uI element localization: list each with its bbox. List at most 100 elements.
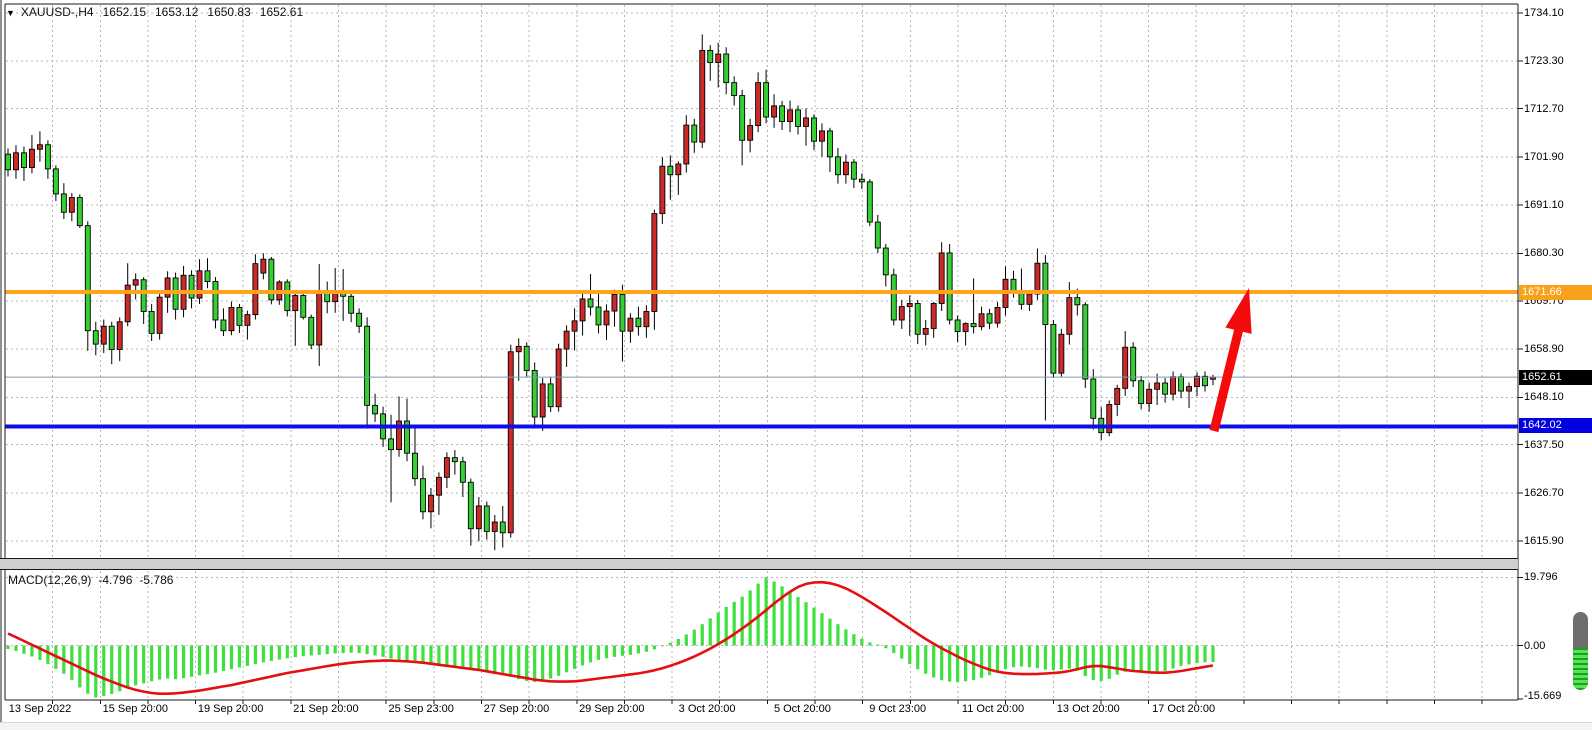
candle-bullish (196, 270, 203, 299)
candle-bullish (507, 351, 514, 534)
macd-bar (277, 645, 281, 660)
candle-bearish (850, 161, 857, 180)
candle-bullish (747, 125, 754, 141)
candle-bullish (803, 117, 809, 127)
candle-bullish (715, 53, 722, 63)
macd-bar (1107, 645, 1111, 679)
candle-bullish (771, 105, 778, 118)
candle-bullish (906, 302, 913, 308)
candle-bullish (1122, 346, 1129, 389)
macd-bar (956, 645, 960, 682)
time-axis-label: 5 Oct 20:00 (773, 703, 831, 715)
macd-bar (126, 645, 130, 689)
candle-bearish (635, 317, 642, 328)
candle-bullish (116, 321, 123, 350)
macd-bar (142, 645, 146, 684)
macd-bar (740, 596, 744, 646)
macd-bar (1155, 645, 1159, 673)
candle-bearish (866, 181, 873, 223)
macd-bar (373, 645, 377, 656)
macd-bar (620, 645, 625, 656)
macd-bar (325, 645, 329, 655)
macd-bar (1163, 645, 1167, 671)
candle-bearish (284, 281, 291, 312)
window-left-edge (0, 0, 2, 730)
candle-bullish (563, 330, 570, 350)
panel-splitter[interactable] (0, 558, 1518, 570)
candle-bullish (571, 320, 578, 332)
candle-bullish (515, 345, 522, 353)
macd-bar (197, 645, 202, 676)
candle-bullish (842, 161, 849, 176)
macd-bar (309, 645, 313, 656)
macd-bar (604, 645, 609, 659)
candle-bullish (962, 323, 969, 333)
time-axis-label: 27 Sep 20:00 (483, 703, 550, 715)
macd-bar (525, 645, 529, 681)
macd-bar (357, 645, 361, 654)
candle-bullish (1034, 262, 1041, 295)
macd-bar (221, 645, 226, 671)
candle-bullish (1106, 404, 1113, 434)
price-axis-label: 1658.90 (1524, 343, 1564, 356)
macd-bar (1147, 645, 1151, 672)
macd-bar (413, 645, 417, 663)
macd-bar (237, 645, 242, 668)
macd-bar (213, 645, 218, 673)
macd-bar (1083, 645, 1087, 677)
candle-bullish (1114, 387, 1121, 405)
candle-bullish (579, 298, 586, 322)
macd-axis-label: 0.00 (1524, 639, 1546, 652)
macd-bar (708, 618, 712, 646)
price-axis-label: 1680.30 (1524, 247, 1564, 260)
time-axis-label: 29 Sep 20:00 (579, 703, 645, 715)
candle-bearish (1130, 346, 1137, 382)
macd-bar (995, 645, 1000, 672)
macd-bar (158, 645, 162, 680)
macd-bar (477, 645, 481, 670)
macd-bar (1027, 645, 1032, 668)
macd-bar (684, 634, 688, 646)
macd-bar (469, 645, 473, 669)
macd-bar (493, 645, 497, 673)
candle-bullish (755, 82, 762, 126)
macd-bar (1019, 645, 1024, 667)
macd-bar (852, 634, 856, 646)
macd-bar (1051, 645, 1055, 671)
candle-bearish (707, 49, 714, 63)
macd-bar (102, 645, 106, 697)
candle-bearish (874, 221, 881, 249)
macd-bar (261, 645, 265, 663)
candle-bearish (459, 461, 466, 483)
candle-bearish (1050, 324, 1057, 374)
macd-bar (668, 642, 672, 646)
candle-bearish (667, 165, 674, 176)
candle-bearish (739, 95, 746, 141)
macd-bar (517, 645, 521, 680)
candle-bearish (986, 313, 993, 324)
macd-bar (389, 645, 393, 659)
macd-bar (860, 638, 864, 646)
macd-bar (1099, 645, 1103, 681)
price-axis-label: 1691.10 (1524, 199, 1564, 212)
candle-bullish (156, 296, 163, 334)
chevron-down-icon[interactable]: ▼ (6, 8, 15, 18)
macd-bar (812, 607, 816, 646)
candle-bullish (1194, 375, 1200, 388)
macd-bar (509, 645, 513, 678)
macd-bar (940, 645, 944, 681)
macd-bar (14, 645, 18, 652)
scrollbar-thumb[interactable] (1573, 612, 1588, 690)
candle-bullish (100, 325, 107, 345)
macd-bar (285, 645, 289, 659)
symbol-label: XAUUSD-,H4 (20, 5, 94, 19)
candle-bearish (882, 247, 889, 276)
macd-bar (788, 591, 792, 646)
macd-bar (341, 645, 345, 654)
time-axis-label: 13 Sep 2022 (8, 703, 72, 715)
candle-bullish (994, 307, 1001, 324)
candle-bearish (372, 404, 379, 415)
candle-bullish (396, 420, 402, 451)
macd-bar (1195, 645, 1199, 664)
